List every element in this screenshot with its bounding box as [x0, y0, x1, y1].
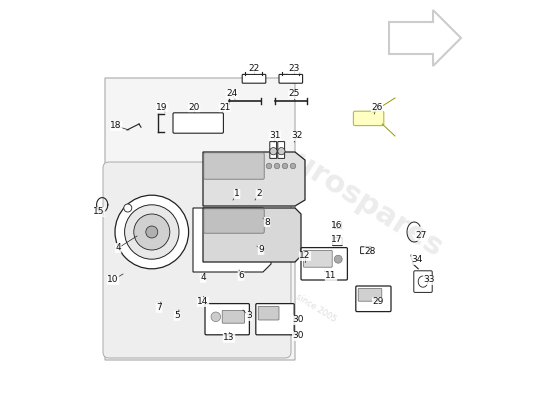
FancyBboxPatch shape — [103, 162, 291, 358]
Polygon shape — [105, 78, 295, 360]
Text: 26: 26 — [371, 103, 383, 112]
FancyBboxPatch shape — [204, 153, 264, 179]
Text: 2: 2 — [256, 190, 262, 198]
FancyBboxPatch shape — [333, 238, 342, 246]
FancyBboxPatch shape — [204, 209, 264, 233]
Text: 22: 22 — [249, 64, 260, 73]
Circle shape — [124, 204, 132, 212]
Text: 11: 11 — [325, 272, 337, 280]
FancyBboxPatch shape — [414, 271, 432, 292]
Text: 17: 17 — [331, 236, 343, 244]
Circle shape — [134, 214, 170, 250]
Text: 8: 8 — [264, 218, 270, 226]
Text: 7: 7 — [156, 304, 162, 312]
FancyBboxPatch shape — [304, 250, 332, 267]
Text: 18: 18 — [111, 122, 122, 130]
FancyBboxPatch shape — [279, 74, 303, 83]
Text: 21: 21 — [219, 103, 230, 112]
Circle shape — [282, 163, 288, 169]
Text: 4: 4 — [200, 274, 206, 282]
Text: 9: 9 — [258, 246, 264, 254]
Text: 16: 16 — [331, 222, 343, 230]
FancyBboxPatch shape — [205, 304, 249, 335]
FancyBboxPatch shape — [301, 248, 348, 280]
FancyBboxPatch shape — [356, 286, 391, 312]
Text: 10: 10 — [107, 276, 119, 284]
Text: 30: 30 — [293, 332, 304, 340]
Circle shape — [290, 163, 296, 169]
Circle shape — [115, 195, 189, 269]
FancyBboxPatch shape — [258, 306, 279, 320]
FancyBboxPatch shape — [354, 111, 384, 126]
Text: a passion for cars since 2005: a passion for cars since 2005 — [229, 252, 337, 324]
Text: 30: 30 — [293, 316, 304, 324]
Text: 23: 23 — [289, 64, 300, 73]
Text: 15: 15 — [94, 208, 104, 216]
Text: 34: 34 — [411, 256, 423, 264]
Text: 24: 24 — [226, 90, 238, 98]
Polygon shape — [203, 208, 301, 262]
Text: 29: 29 — [372, 298, 384, 306]
FancyBboxPatch shape — [256, 304, 294, 335]
Circle shape — [334, 255, 342, 263]
FancyBboxPatch shape — [242, 74, 266, 83]
Text: 5: 5 — [174, 312, 180, 320]
Text: 25: 25 — [289, 90, 300, 98]
Circle shape — [266, 163, 272, 169]
Text: 12: 12 — [299, 252, 311, 260]
Circle shape — [274, 163, 280, 169]
Text: 4: 4 — [116, 244, 121, 252]
FancyBboxPatch shape — [358, 288, 382, 301]
FancyBboxPatch shape — [173, 113, 223, 133]
FancyBboxPatch shape — [361, 247, 371, 254]
Text: 13: 13 — [223, 334, 235, 342]
Circle shape — [211, 312, 221, 322]
Text: 31: 31 — [270, 132, 280, 140]
Text: 6: 6 — [238, 272, 244, 280]
Circle shape — [278, 148, 285, 155]
Text: 28: 28 — [365, 247, 376, 256]
Text: 20: 20 — [189, 103, 200, 112]
FancyBboxPatch shape — [278, 142, 284, 158]
Text: 33: 33 — [424, 276, 434, 284]
Text: 19: 19 — [156, 103, 168, 112]
Circle shape — [125, 205, 179, 259]
Text: 1: 1 — [234, 190, 240, 198]
Circle shape — [270, 148, 277, 155]
Text: 3: 3 — [246, 312, 252, 320]
Text: 14: 14 — [197, 298, 208, 306]
Text: 27: 27 — [415, 232, 427, 240]
Text: eurospares: eurospares — [270, 137, 448, 263]
Text: 32: 32 — [292, 132, 302, 140]
Polygon shape — [203, 152, 305, 206]
Polygon shape — [193, 208, 271, 272]
FancyBboxPatch shape — [222, 310, 245, 323]
Circle shape — [146, 226, 158, 238]
FancyBboxPatch shape — [270, 142, 277, 158]
